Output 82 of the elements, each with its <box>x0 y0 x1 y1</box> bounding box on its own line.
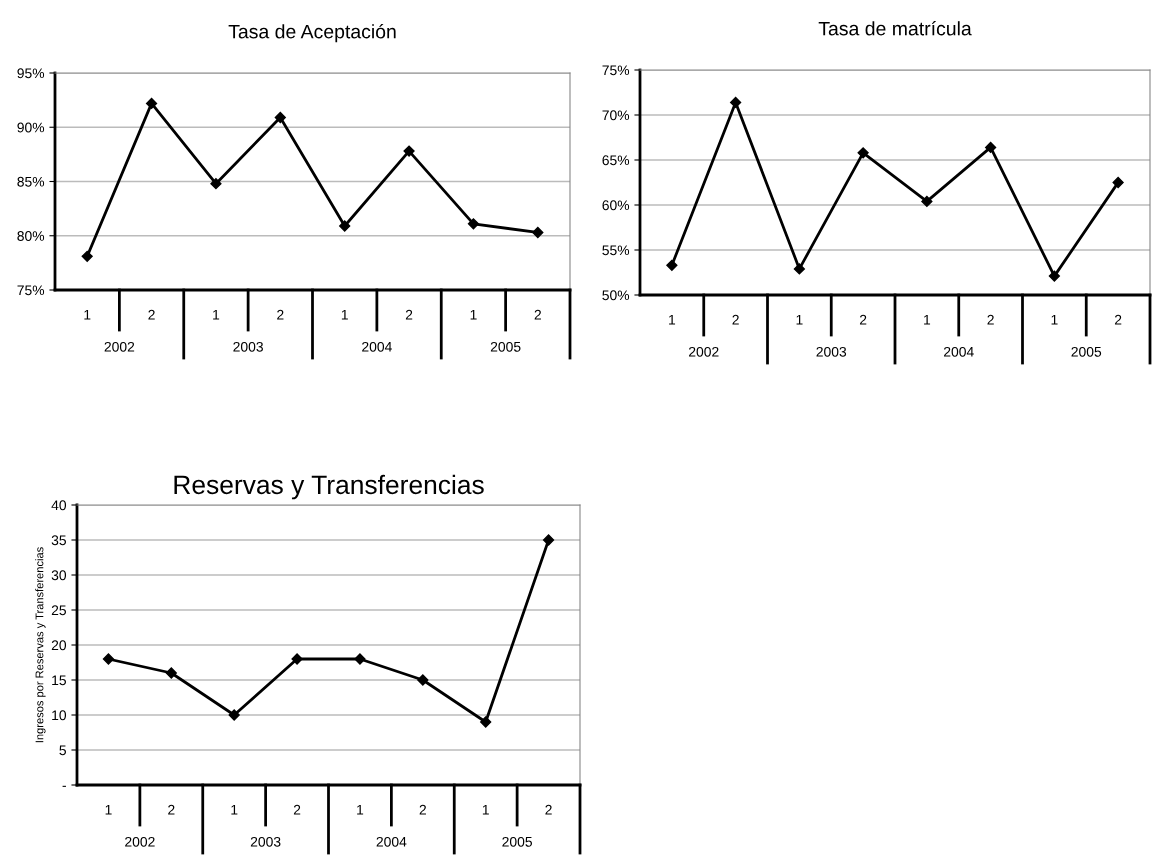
text: 2002 <box>125 836 155 847</box>
y-tick-label: 90% <box>17 122 45 133</box>
y-tick-label: 60% <box>602 200 630 211</box>
point <box>985 141 997 154</box>
x-tick-label: 1 <box>796 314 803 325</box>
point <box>274 111 286 124</box>
text: 2004 <box>376 836 407 847</box>
y-tick-label: 50% <box>602 290 630 301</box>
text: 2003 <box>250 836 281 847</box>
x-tick-label: 2 <box>987 314 994 325</box>
point <box>102 653 115 665</box>
y-tick-label: 15 <box>52 675 66 686</box>
x-tick-label: 1 <box>470 309 477 320</box>
point <box>921 195 933 208</box>
text: 2004 <box>944 346 974 357</box>
point <box>480 716 492 728</box>
point <box>81 250 93 262</box>
x-tick-label: 2 <box>534 309 541 320</box>
point <box>542 534 555 546</box>
x-tick-label: 2 <box>277 309 284 320</box>
y-tick-label: 65% <box>602 155 630 166</box>
y-tick-label: 70% <box>602 110 630 121</box>
chart-title: Tasa de matrícula <box>818 20 972 36</box>
y-tick-label: 35 <box>51 535 66 546</box>
point <box>666 259 678 271</box>
y-tick-label: 25 <box>51 605 66 616</box>
x-tick-label: 2 <box>419 804 426 815</box>
text: 2003 <box>233 341 263 352</box>
y-tick-label: - <box>62 785 66 787</box>
x-tick-label: 1 <box>482 804 489 815</box>
x-tick-label: 2 <box>732 314 739 325</box>
point <box>165 667 177 679</box>
text: 2002 <box>104 341 135 352</box>
point <box>339 220 351 232</box>
point <box>417 674 429 686</box>
x-tick-label: 1 <box>669 314 676 325</box>
y-axis-title: Ingresos por Reservas y Transferencias <box>35 547 46 743</box>
point <box>1048 270 1060 282</box>
x-tick-label: 1 <box>84 309 91 320</box>
point <box>403 145 415 157</box>
x-tick-label: 2 <box>859 314 867 325</box>
text: 2005 <box>1071 346 1102 357</box>
x-tick-label: 2 <box>293 804 301 815</box>
x-tick-label: 1 <box>341 309 348 320</box>
x-tick-label: 1 <box>105 804 112 815</box>
text: 2005 <box>502 836 532 847</box>
text: 2004 <box>362 341 392 352</box>
point <box>228 709 240 721</box>
y-tick-label: 75% <box>602 65 630 76</box>
text: 2005 <box>490 341 521 352</box>
y-tick-label: 85% <box>17 176 45 187</box>
chart-title: Reservas y Transferencias <box>174 474 484 500</box>
point <box>145 97 158 109</box>
text: 2003 <box>816 346 847 357</box>
x-tick-label: 1 <box>924 314 931 325</box>
x-tick-label: 2 <box>1114 314 1122 325</box>
x-tick-label: 2 <box>148 309 155 320</box>
x-tick-label: 1 <box>231 804 238 815</box>
y-tick-label: 75% <box>17 285 45 296</box>
chart-title: Tasa de Aceptación <box>228 23 396 43</box>
point <box>532 226 544 239</box>
x-tick-label: 1 <box>357 804 364 815</box>
point <box>857 147 869 159</box>
x-tick-label: 2 <box>168 804 175 815</box>
x-tick-label: 1 <box>213 309 220 320</box>
y-tick-label: 40 <box>51 500 67 511</box>
y-tick-label: 55% <box>602 245 630 256</box>
point <box>210 178 222 190</box>
y-tick-label: 5 <box>59 745 66 756</box>
y-tick-label: 95% <box>17 68 45 79</box>
point <box>793 263 805 275</box>
point <box>730 96 742 109</box>
y-tick-label: 80% <box>17 231 45 241</box>
x-tick-label: 2 <box>545 804 552 815</box>
text: 2002 <box>689 346 719 357</box>
x-tick-label: 2 <box>405 309 413 320</box>
y-tick-label: 30 <box>51 570 67 581</box>
y-tick-label: 20 <box>51 640 67 651</box>
y-tick-label: 10 <box>52 710 67 721</box>
point <box>1112 176 1124 189</box>
point <box>467 218 480 230</box>
x-tick-label: 1 <box>1051 314 1058 325</box>
